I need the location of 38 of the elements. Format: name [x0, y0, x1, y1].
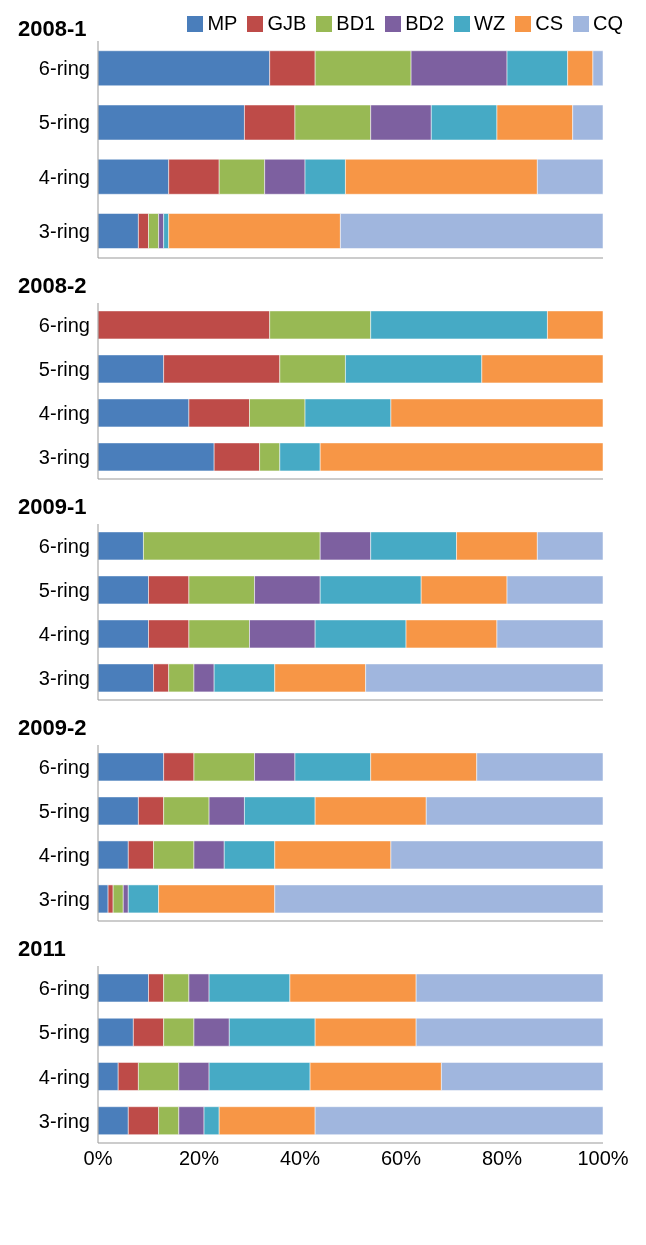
x-tick-label: 100% [577, 1147, 629, 1170]
y-tick-label: 6-ring [38, 57, 90, 80]
legend-label: BD1 [336, 12, 376, 35]
y-tick-label: 6-ring [38, 756, 90, 779]
x-tick-label: 40% [279, 1147, 321, 1170]
x-tick-label: 80% [481, 1147, 523, 1170]
chart-title: 2009-1 [18, 494, 87, 520]
y-tick-label: 3-ring [38, 219, 90, 242]
chart-title: 2008-1 [18, 16, 87, 42]
chart-title: 2009-2 [18, 715, 87, 741]
y-tick-label: 4-ring [38, 402, 90, 425]
y-tick-label: 5-ring [38, 1021, 90, 1044]
y-tick-label: 6-ring [38, 535, 90, 558]
y-tick-label: 5-ring [38, 800, 90, 823]
y-tick-label: 5-ring [38, 358, 90, 381]
y-tick-label: 5-ring [38, 579, 90, 602]
chart-title: 2011 [18, 936, 66, 962]
legend-label: MP [207, 12, 238, 35]
x-tick-label: 0% [83, 1147, 113, 1170]
legend-label: CQ [593, 12, 623, 35]
y-tick-label: 4-ring [38, 1065, 90, 1088]
y-tick-label: 3-ring [38, 1109, 90, 1132]
y-tick-label: 5-ring [38, 111, 90, 134]
x-tick-label: 60% [380, 1147, 422, 1170]
legend-label: BD2 [405, 12, 445, 35]
legend-label: CS [535, 12, 563, 35]
y-tick-label: 3-ring [38, 446, 90, 469]
x-tick-label: 20% [178, 1147, 220, 1170]
y-tick-label: 4-ring [38, 165, 90, 188]
y-tick-label: 4-ring [38, 844, 90, 867]
legend-label: GJB [267, 12, 307, 35]
legend-label: WZ [474, 12, 506, 35]
y-tick-label: 6-ring [38, 314, 90, 337]
y-tick-label: 6-ring [38, 977, 90, 1000]
chart-title: 2008-2 [18, 273, 87, 299]
y-tick-label: 4-ring [38, 623, 90, 646]
y-tick-label: 3-ring [38, 888, 90, 911]
y-tick-label: 3-ring [38, 667, 90, 690]
